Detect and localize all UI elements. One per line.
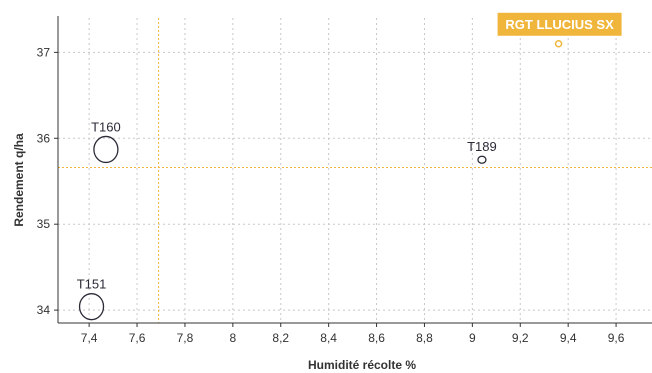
x-tick-label: 7,8 (177, 331, 194, 345)
x-tick-label: 9,2 (512, 331, 529, 345)
data-points: T160 T151 T189 RGT LLUCIUS SX (77, 12, 622, 321)
y-axis-title: Rendement q/ha (12, 133, 26, 227)
x-tick-label: 9,6 (608, 331, 625, 345)
x-tick-label: 7,6 (129, 331, 146, 345)
highlight-point (554, 40, 563, 48)
x-tick-label: 8,6 (368, 331, 385, 345)
x-axis-title: Humidité récolte % (308, 358, 416, 372)
highlight-label-box (497, 12, 622, 36)
x-tick-label: 9,4 (560, 331, 577, 345)
data-point-label: T160 (91, 119, 121, 134)
x-tick-label: 9 (469, 331, 476, 345)
x-tick-label: 8 (230, 331, 237, 345)
grid (58, 18, 652, 323)
x-tick-labels: 7,4 7,6 7,8 8 8,2 8,4 8,6 8,8 9 9,2 9,4 9,6 (81, 331, 625, 345)
data-point (93, 135, 119, 164)
y-tick-label: 37 (37, 45, 51, 59)
data-point (477, 155, 487, 164)
x-tick-label: 8,8 (416, 331, 433, 345)
highlight-point-label: RGT LLUCIUS SX (505, 17, 614, 32)
axes (54, 16, 652, 327)
y-tick-label: 35 (37, 217, 51, 231)
reference-lines (58, 18, 652, 323)
data-point-label: T151 (77, 277, 107, 292)
y-tick-label: 34 (37, 303, 51, 317)
data-point-label: T189 (467, 139, 497, 154)
data-point (78, 293, 105, 321)
y-tick-labels: 34 35 36 37 (37, 45, 51, 317)
x-tick-label: 8,2 (272, 331, 289, 345)
y-tick-label: 36 (37, 131, 51, 145)
x-tick-label: 7,4 (81, 331, 98, 345)
x-tick-label: 8,4 (320, 331, 337, 345)
